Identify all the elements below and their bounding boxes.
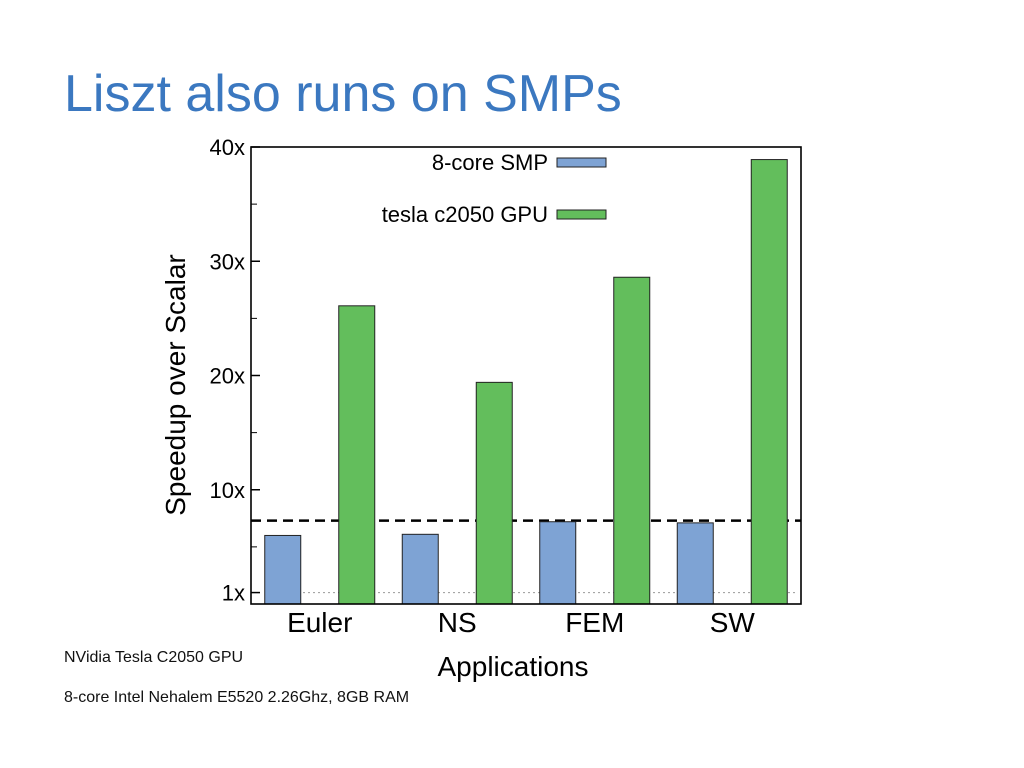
x-category-label: FEM <box>565 607 624 638</box>
bar-tesla-c2050-gpu-fem <box>613 276 651 605</box>
x-axis-title: Applications <box>438 651 589 682</box>
y-axis-title: Speedup over Scalar <box>160 254 191 516</box>
bar-tesla-c2050-gpu-euler <box>338 305 376 605</box>
reference-lines <box>251 519 801 594</box>
bar-8-core-smp-fem <box>539 521 577 605</box>
bar-tesla-c2050-gpu-ns <box>475 381 513 605</box>
bar-8-core-smp-ns <box>401 533 439 605</box>
legend: 8-core SMP tesla c2050 GPU <box>382 150 607 227</box>
bar-8-core-smp-euler <box>264 534 302 605</box>
legend-label: tesla c2050 GPU <box>382 202 548 227</box>
x-category-labels: Euler NS FEM SW <box>287 607 755 638</box>
x-category-label: SW <box>710 607 756 638</box>
y-tick-label: 20x <box>210 364 245 389</box>
x-category-label: Euler <box>287 607 352 638</box>
note-cpu: 8-core Intel Nehalem E5520 2.26Ghz, 8GB … <box>64 689 410 706</box>
y-ticks: 1x 10x 20x 30x 40x <box>210 135 260 606</box>
y-tick-label: 40x <box>210 135 245 160</box>
legend-swatch <box>556 209 607 220</box>
note-gpu: NVidia Tesla C2050 GPU <box>64 649 244 666</box>
bar-tesla-c2050-gpu-sw <box>750 159 788 605</box>
x-category-label: NS <box>438 607 477 638</box>
y-tick-label: 1x <box>222 581 245 606</box>
slide-title: Liszt also runs on SMPs <box>64 65 622 123</box>
bar-8-core-smp-sw <box>676 522 714 605</box>
legend-swatch <box>556 157 607 168</box>
y-tick-label: 30x <box>210 249 245 274</box>
y-tick-label: 10x <box>210 478 245 503</box>
legend-label: 8-core SMP <box>432 150 548 175</box>
